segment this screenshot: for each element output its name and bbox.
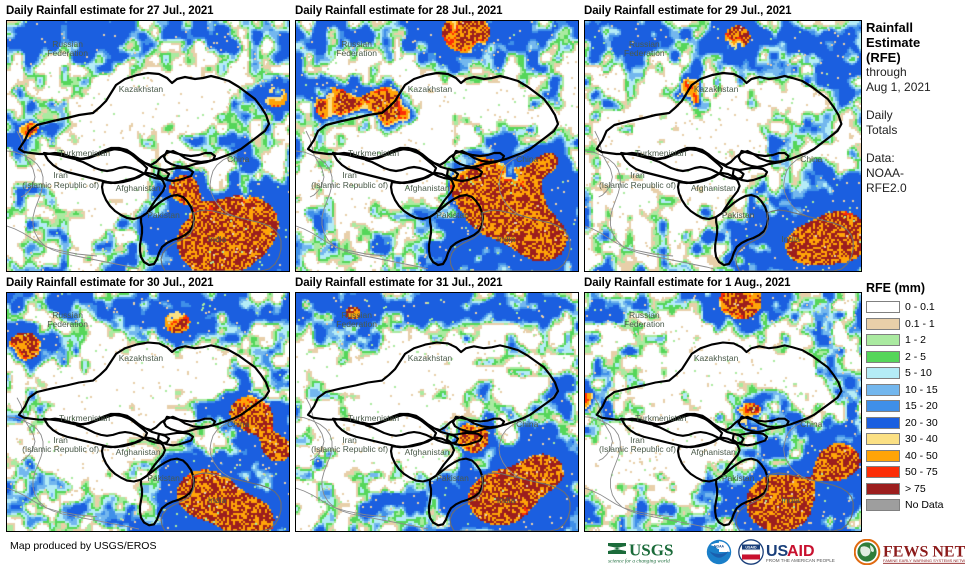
data-label: Data: <box>866 151 895 165</box>
legend-swatch <box>866 334 900 347</box>
noaa-logo[interactable]: NOAA <box>706 539 732 565</box>
legend-label: 5 - 10 <box>905 367 932 380</box>
rainfall-raster <box>585 293 861 531</box>
country-boundaries <box>585 341 854 531</box>
through-label: through <box>866 65 907 79</box>
map-frame[interactable]: Russian Federation Kazakhstan Turkmenistan I… <box>295 20 579 272</box>
legend-item: 1 - 2 <box>866 332 965 349</box>
legend-label: 20 - 30 <box>905 416 938 429</box>
legend-label: 0 - 0.1 <box>905 301 935 314</box>
svg-text:FEWS NET: FEWS NET <box>883 544 965 561</box>
rainfall-raster <box>296 293 578 531</box>
legend-swatch <box>866 466 900 479</box>
map-frame[interactable]: Russian Federation Kazakhstan Turkmenistan I… <box>6 20 290 272</box>
legend-swatch <box>866 416 900 429</box>
panel-title: Daily Rainfall estimate for 30 Jul., 202… <box>6 277 214 289</box>
country-boundaries <box>585 71 854 271</box>
panel-4: Daily Rainfall estimate for 30 Jul., 202… <box>6 275 290 532</box>
svg-text:FAMINE EARLY WARNING SYSTEMS N: FAMINE EARLY WARNING SYSTEMS NETWORK <box>883 558 965 563</box>
legend-label: 10 - 15 <box>905 383 938 396</box>
legend-item: 10 - 15 <box>866 382 965 399</box>
panel-6: Daily Rainfall estimate for 1 Aug., 2021… <box>584 275 862 532</box>
panel-title: Daily Rainfall estimate for 1 Aug., 2021 <box>584 277 791 289</box>
through-date: Aug 1, 2021 <box>866 80 931 94</box>
legend-rows: 0 - 0.1 0.1 - 1 1 - 2 2 - 5 5 - 10 10 - 15 15 … <box>866 299 965 514</box>
panel-title: Daily Rainfall estimate for 31 Jul., 202… <box>295 277 503 289</box>
totals-line1: Daily <box>866 108 893 122</box>
legend-swatch <box>866 499 900 512</box>
panel-title: Daily Rainfall estimate for 27 Jul., 202… <box>6 5 214 17</box>
legend-item: 50 - 75 <box>866 464 965 481</box>
legend-label: No Data <box>905 499 944 512</box>
legend-swatch <box>866 449 900 462</box>
legend-item: 2 - 5 <box>866 349 965 366</box>
country-boundaries <box>296 341 571 531</box>
rfe-title-line3: (RFE) <box>866 50 901 65</box>
agency-logos: USGS science for a changing world NOAA U… <box>606 537 965 567</box>
legend-header: Rainfall Estimate (RFE) through Aug 1, 2… <box>866 20 965 196</box>
rainfall-raster <box>585 21 861 271</box>
svg-text:USGS: USGS <box>629 541 673 560</box>
rainfall-raster <box>296 21 578 271</box>
legend-swatch <box>866 367 900 380</box>
panel-2: Daily Rainfall estimate for 28 Jul., 202… <box>295 3 579 272</box>
legend-swatch <box>866 482 900 495</box>
rfe-title-line2: Estimate <box>866 35 921 50</box>
legend-swatch <box>866 301 900 314</box>
legend-item: 15 - 20 <box>866 398 965 415</box>
svg-text:USAID: USAID <box>745 546 757 550</box>
legend-label: 2 - 5 <box>905 350 927 363</box>
fews-net-logo[interactable]: FEWS NET FAMINE EARLY WARNING SYSTEMS NE… <box>854 539 965 565</box>
legend-label: 0.1 - 1 <box>905 317 935 330</box>
map-frame[interactable]: Russian Federation Kazakhstan Turkmenistan I… <box>584 292 862 532</box>
rfe-title-line1: Rainfall <box>866 20 913 35</box>
usgs-logo[interactable]: USGS science for a changing world <box>606 539 700 565</box>
map-credit: Map produced by USGS/EROS <box>10 540 157 552</box>
legend-item: 20 - 30 <box>866 415 965 432</box>
legend-item: No Data <box>866 497 965 514</box>
rainfall-raster <box>7 293 289 531</box>
svg-text:US: US <box>766 543 789 560</box>
map-frame[interactable]: Russian Federation Kazakhstan Turkmenistan I… <box>584 20 862 272</box>
legend-label: 40 - 50 <box>905 449 938 462</box>
panel-title: Daily Rainfall estimate for 28 Jul., 202… <box>295 5 503 17</box>
svg-text:science for a changing world: science for a changing world <box>608 558 670 565</box>
rainfall-raster <box>7 21 289 271</box>
data-source-line2: RFE2.0 <box>866 181 907 195</box>
map-frame[interactable]: Russian Federation Kazakhstan Turkmenistan I… <box>295 292 579 532</box>
panel-5: Daily Rainfall estimate for 31 Jul., 202… <box>295 275 579 532</box>
panel-3: Daily Rainfall estimate for 29 Jul., 202… <box>584 3 862 272</box>
svg-text:AID: AID <box>787 543 815 560</box>
country-boundaries <box>7 341 282 531</box>
legend-item: 40 - 50 <box>866 448 965 465</box>
rfe-legend: RFE (mm) 0 - 0.1 0.1 - 1 1 - 2 2 - 5 5 - 10 1… <box>866 281 965 514</box>
legend-label: 1 - 2 <box>905 334 927 347</box>
legend-label: > 75 <box>905 482 926 495</box>
legend-swatch <box>866 383 900 396</box>
legend-label: 50 - 75 <box>905 466 938 479</box>
panel-title: Daily Rainfall estimate for 29 Jul., 202… <box>584 5 792 17</box>
legend-item: > 75 <box>866 481 965 498</box>
legend-item: 30 - 40 <box>866 431 965 448</box>
legend-label: 30 - 40 <box>905 433 938 446</box>
legend-swatch <box>866 317 900 330</box>
svg-text:NOAA: NOAA <box>714 545 725 549</box>
legend-swatch <box>866 433 900 446</box>
legend-swatch <box>866 350 900 363</box>
svg-text:FROM THE AMERICAN PEOPLE: FROM THE AMERICAN PEOPLE <box>766 558 835 563</box>
legend-swatch <box>866 400 900 413</box>
legend-label: 15 - 20 <box>905 400 938 413</box>
panel-1: Daily Rainfall estimate for 27 Jul., 202… <box>6 3 290 272</box>
legend-item: 5 - 10 <box>866 365 965 382</box>
legend-title: RFE (mm) <box>866 281 926 295</box>
country-boundaries <box>7 71 282 271</box>
country-boundaries <box>296 71 571 271</box>
data-source-line1: NOAA- <box>866 166 905 180</box>
legend-item: 0.1 - 1 <box>866 316 965 333</box>
legend-item: 0 - 0.1 <box>866 299 965 316</box>
totals-line2: Totals <box>866 123 898 137</box>
map-frame[interactable]: Russian Federation Kazakhstan Turkmenistan I… <box>6 292 290 532</box>
usaid-logo[interactable]: USAID US AID FROM THE AMERICAN PEOPLE <box>738 539 848 565</box>
